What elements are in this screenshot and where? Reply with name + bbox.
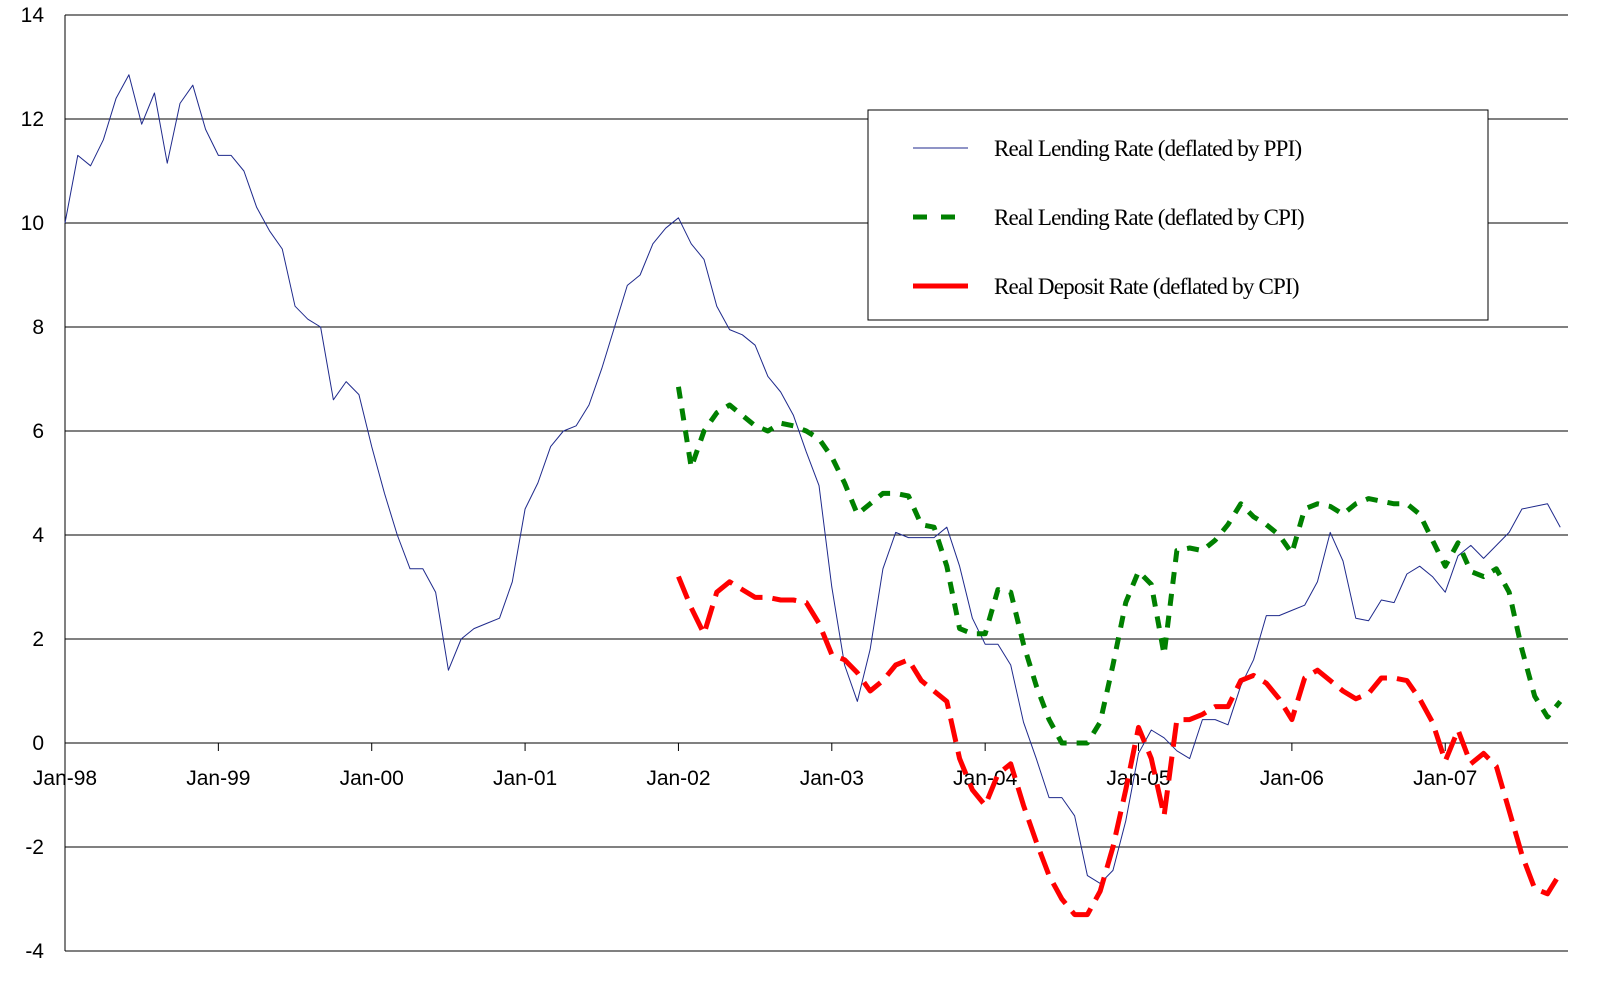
x-tick-label: Jan-05 (1106, 767, 1170, 790)
x-tick-label: Jan-98 (33, 767, 97, 790)
y-tick-label: -4 (25, 940, 44, 963)
y-tick-label: 0 (32, 732, 44, 755)
legend-label: Real Deposit Rate (deflated by CPI) (994, 274, 1299, 299)
series-line (675, 386, 1563, 746)
y-tick-label: 10 (21, 212, 44, 235)
y-tick-label: -2 (25, 836, 44, 859)
x-tick-label: Jan-00 (340, 767, 404, 790)
x-tick-label: Jan-02 (646, 767, 710, 790)
legend-box (867, 109, 1489, 321)
series-line (64, 74, 1561, 884)
y-tick-label: 8 (32, 316, 44, 339)
y-tick-label: 14 (21, 4, 45, 27)
x-tick-label: Jan-01 (493, 767, 557, 790)
x-tick-label: Jan-06 (1260, 767, 1324, 790)
y-tick-label: 4 (32, 524, 44, 547)
x-tick-label: Jan-99 (186, 767, 250, 790)
x-tick-label: Jan-03 (800, 767, 864, 790)
legend-label: Real Lending Rate (deflated by PPI) (994, 136, 1301, 161)
y-tick-label: 2 (32, 628, 44, 651)
x-tick-label: Jan-07 (1413, 767, 1477, 790)
series-line (676, 575, 1563, 918)
y-tick-label: 12 (21, 108, 44, 131)
y-tick-label: 6 (32, 420, 44, 443)
legend-label: Real Lending Rate (deflated by CPI) (994, 205, 1304, 230)
